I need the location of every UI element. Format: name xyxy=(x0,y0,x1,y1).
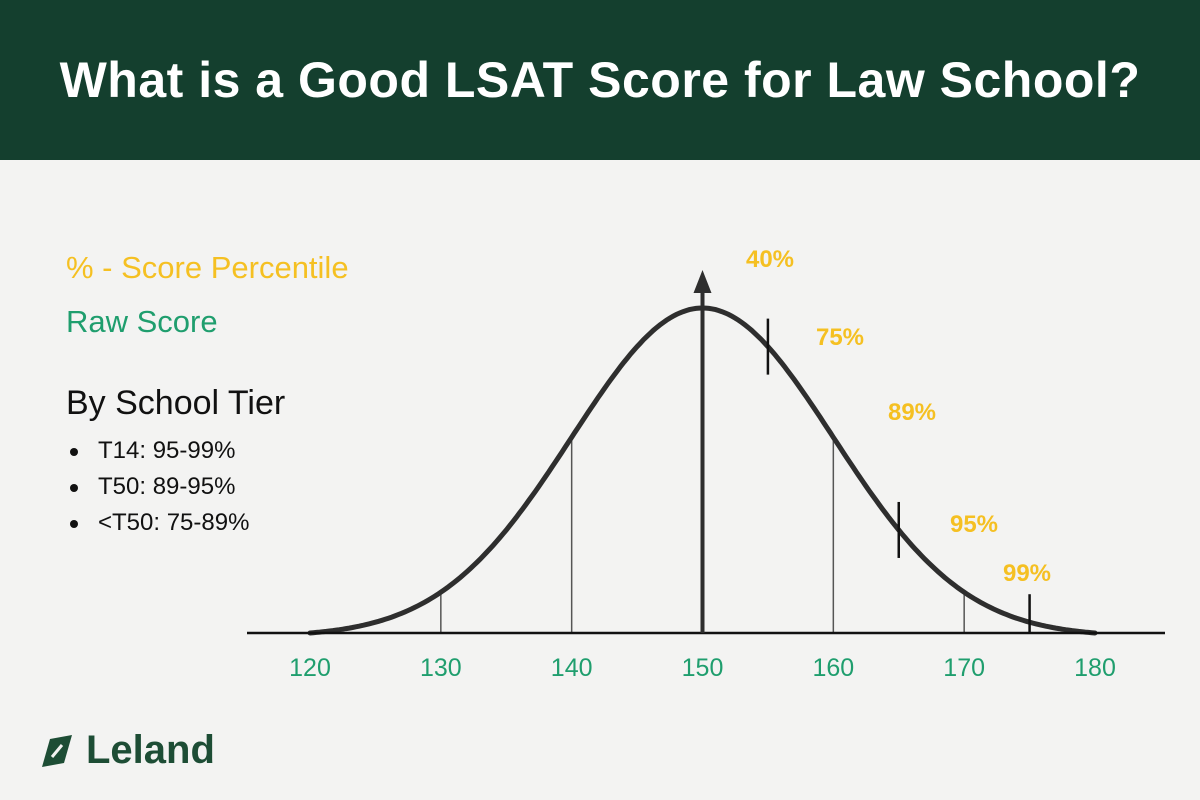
x-tick-label: 140 xyxy=(551,654,593,682)
x-tick-label: 180 xyxy=(1074,654,1116,682)
page-title: What is a Good LSAT Score for Law School… xyxy=(59,52,1141,108)
tier-item: T14: 95-99% xyxy=(66,433,285,469)
tier-item: <T50: 75-89% xyxy=(66,505,285,541)
x-tick-label: 170 xyxy=(943,654,985,682)
legend-raw-score-label: Raw Score xyxy=(66,304,218,339)
header-banner: What is a Good LSAT Score for Law School… xyxy=(0,0,1200,160)
tier-item: T50: 89-95% xyxy=(66,469,285,505)
x-tick-label: 120 xyxy=(289,654,331,682)
tier-heading: By School Tier xyxy=(66,384,286,422)
school-tier-list: By School Tier T14: 95-99% T50: 89-95% <… xyxy=(66,384,285,541)
legend-percentile-label: % - Score Percentile xyxy=(66,250,349,285)
brand-logo: Leland xyxy=(38,728,215,773)
legend: % - Score Percentile Raw Score xyxy=(66,250,349,340)
x-tick-label: 130 xyxy=(420,654,462,682)
percentile-label: 40% xyxy=(746,246,794,273)
percentile-label: 95% xyxy=(950,511,998,538)
x-tick-label: 160 xyxy=(812,654,854,682)
mean-arrow-head xyxy=(693,270,712,293)
leaf-icon xyxy=(42,734,72,767)
percentile-label: 75% xyxy=(816,324,864,351)
x-tick-label: 150 xyxy=(682,654,724,682)
percentile-label: 89% xyxy=(888,399,936,426)
brand-name: Leland xyxy=(86,728,215,772)
percentile-label: 99% xyxy=(1003,560,1051,587)
